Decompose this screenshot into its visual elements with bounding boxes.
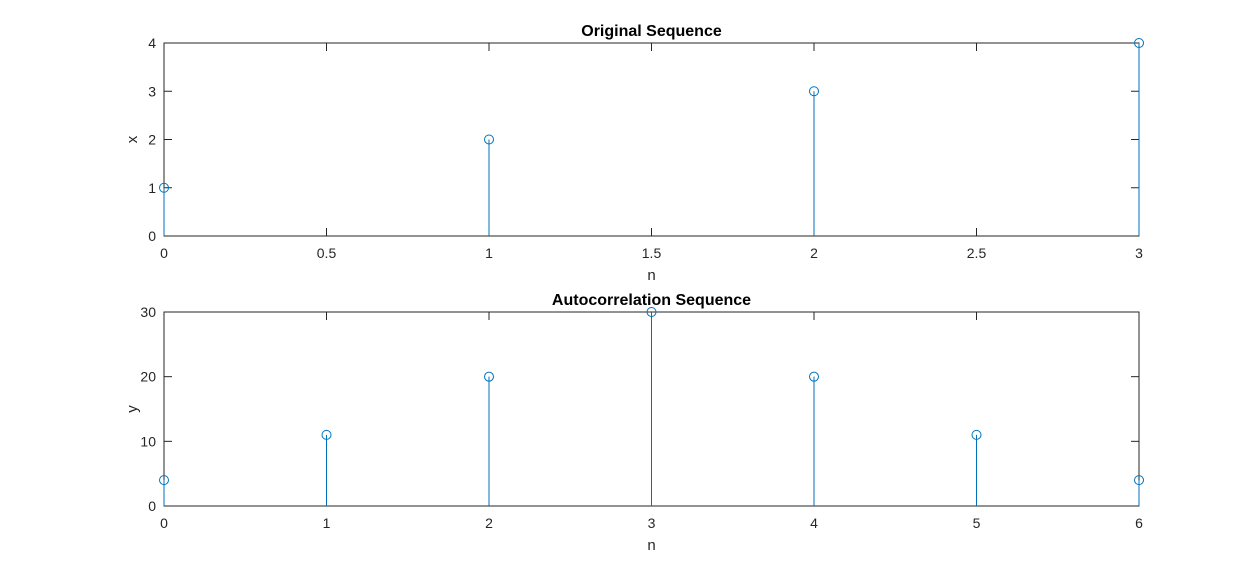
stem-marker [484,134,494,145]
stem-marker [484,371,494,382]
y-tick-label: 0 [148,228,156,244]
stem-marker [971,429,982,440]
stem-marker [1134,475,1144,486]
y-tick-label: 10 [140,433,156,449]
x-tick-label: 2.5 [967,245,987,261]
y-tick-label: 2 [148,132,156,148]
y-tick-label: 0 [148,498,156,514]
y-tick-label: 20 [140,369,156,385]
y-tick-label: 4 [148,35,156,51]
axes-box [163,42,1140,237]
x-tick-label: 1.5 [642,245,662,261]
plot-title: Autocorrelation Sequence [552,292,751,309]
x-tick-label: 4 [810,515,818,531]
x-axis-label: n [647,267,655,284]
plot-title: Original Sequence [581,23,722,40]
stem-marker [809,371,819,382]
subplot-2: 0 1 2 3 4 5 6 0 10 20 30 Autocorrelation Sequence n y [124,292,1144,554]
stem-marker [159,475,169,486]
y-tick-label: 1 [148,180,156,196]
x-tick-label: 3 [1135,245,1143,261]
y-axis-label: x [124,135,141,143]
stem-marker [809,86,819,97]
stem-marker [646,307,657,317]
x-tick-label: 5 [973,515,981,531]
x-axis-label: n [647,537,655,554]
stem-marker [321,429,332,440]
x-tick-label: 6 [1135,515,1143,531]
x-tick-label: 1 [485,245,493,261]
y-tick-label: 3 [148,83,156,99]
x-tick-label: 3 [648,515,656,531]
y-tick-label: 30 [140,304,156,320]
stem-marker [1134,38,1144,48]
x-tick-label: 0 [160,515,168,531]
x-tick-label: 0.5 [317,245,337,261]
y-axis-label: y [124,405,141,413]
subplot-1: 0 0.5 1 1.5 2 2.5 3 0 1 2 3 4 Original Sequence n x [124,23,1144,284]
x-tick-label: 2 [485,515,493,531]
x-tick-label: 2 [810,245,818,261]
stem-marker [159,182,169,193]
x-tick-label: 1 [323,515,331,531]
x-tick-label: 0 [160,245,168,261]
